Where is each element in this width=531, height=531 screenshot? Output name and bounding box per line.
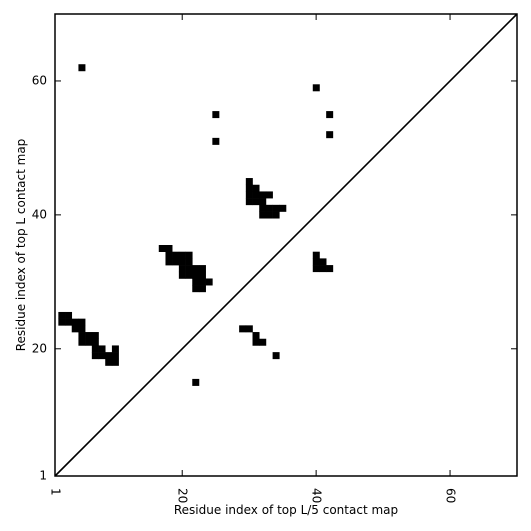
contact-cell	[165, 251, 173, 259]
contact-cell	[85, 332, 93, 340]
contact-cell	[185, 271, 193, 279]
contact-cell	[105, 358, 113, 366]
contact-cell	[78, 325, 86, 333]
contact-cell	[185, 251, 193, 259]
contact-cell	[259, 338, 267, 346]
contact-cell	[252, 198, 260, 206]
contact-cell	[259, 211, 267, 219]
x-tick-label: 60	[444, 488, 458, 503]
contact-cell	[58, 318, 66, 326]
x-axis-ticks: 1 20 40 60	[49, 14, 458, 503]
contact-cell	[192, 265, 200, 273]
contact-cell	[178, 258, 186, 266]
y-tick-label: 40	[32, 207, 47, 221]
contact-cell	[71, 325, 79, 333]
contact-cell	[178, 251, 186, 259]
contact-cell	[192, 378, 200, 386]
contact-cell	[205, 278, 213, 286]
contact-cell	[212, 111, 220, 119]
contact-cell	[239, 325, 247, 333]
contact-cell	[212, 137, 220, 145]
contact-cell	[312, 258, 320, 266]
contact-cell	[198, 265, 206, 273]
x-axis-label: Residue index of top L/5 contact map	[174, 503, 398, 517]
contact-cell	[105, 352, 113, 360]
contact-cell	[98, 345, 106, 353]
contact-cell	[265, 191, 273, 199]
contact-cell	[111, 345, 119, 353]
contact-cell	[192, 285, 200, 293]
contact-cell	[259, 198, 267, 206]
contact-cell	[272, 352, 280, 360]
contact-cell	[245, 184, 253, 192]
contact-cell	[178, 265, 186, 273]
contact-cell	[272, 204, 280, 212]
contact-cell	[326, 111, 334, 119]
contact-cell	[71, 318, 79, 326]
contact-cell	[111, 352, 119, 360]
contact-cell	[65, 311, 73, 319]
y-tick-label: 1	[39, 469, 47, 483]
contact-cell	[78, 338, 86, 346]
contact-cell	[198, 271, 206, 279]
contact-cell	[252, 191, 260, 199]
contact-cell	[259, 191, 267, 199]
contact-cell	[85, 338, 93, 346]
contact-cell	[192, 278, 200, 286]
y-axis-ticks: 1 20 40 60	[32, 73, 517, 483]
contact-cell	[172, 258, 180, 266]
contact-cells	[58, 64, 334, 386]
contact-cell	[91, 352, 99, 360]
contact-cell	[265, 211, 273, 219]
contact-cell	[245, 198, 253, 206]
diagonal-line	[54, 13, 518, 477]
contact-cell	[245, 325, 253, 333]
contact-cell	[98, 352, 106, 360]
contact-cell	[178, 271, 186, 279]
contact-cell	[272, 211, 280, 219]
contact-cell	[185, 265, 193, 273]
x-tick-label: 20	[176, 488, 190, 503]
contact-cell	[165, 258, 173, 266]
contact-cell	[78, 332, 86, 340]
contact-cell	[91, 345, 99, 353]
contact-cell	[198, 278, 206, 286]
contact-cell	[185, 258, 193, 266]
y-tick-label: 20	[32, 341, 47, 355]
contact-cell	[91, 338, 99, 346]
contact-cell	[312, 251, 320, 259]
contact-cell	[279, 204, 287, 212]
contact-cell	[91, 332, 99, 340]
contact-cell	[259, 204, 267, 212]
contact-cell	[192, 271, 200, 279]
contact-cell	[172, 251, 180, 259]
contact-cell	[111, 358, 119, 366]
contact-cell	[326, 131, 334, 139]
contact-cell	[326, 265, 334, 273]
contact-cell	[78, 318, 86, 326]
contact-cell	[319, 265, 327, 273]
y-tick-label: 60	[32, 73, 47, 87]
contact-cell	[265, 204, 273, 212]
contact-cell	[319, 258, 327, 266]
x-tick-label: 40	[310, 488, 324, 503]
y-axis-label: Residue index of top L contact map	[14, 139, 28, 352]
contact-cell	[198, 285, 206, 293]
contact-cell	[158, 245, 166, 252]
x-tick-label: 1	[49, 488, 63, 496]
plot-frame	[54, 13, 518, 477]
contact-cell	[312, 84, 320, 92]
contact-cell	[165, 245, 173, 252]
contact-cell	[252, 332, 260, 340]
contact-cell	[312, 265, 320, 273]
contact-cell	[78, 64, 86, 72]
contact-cell	[252, 338, 260, 346]
contact-cell	[65, 318, 73, 326]
contact-cell	[58, 311, 66, 319]
contact-cell	[245, 191, 253, 199]
contact-cell	[252, 184, 260, 192]
contact-cell	[245, 178, 253, 186]
